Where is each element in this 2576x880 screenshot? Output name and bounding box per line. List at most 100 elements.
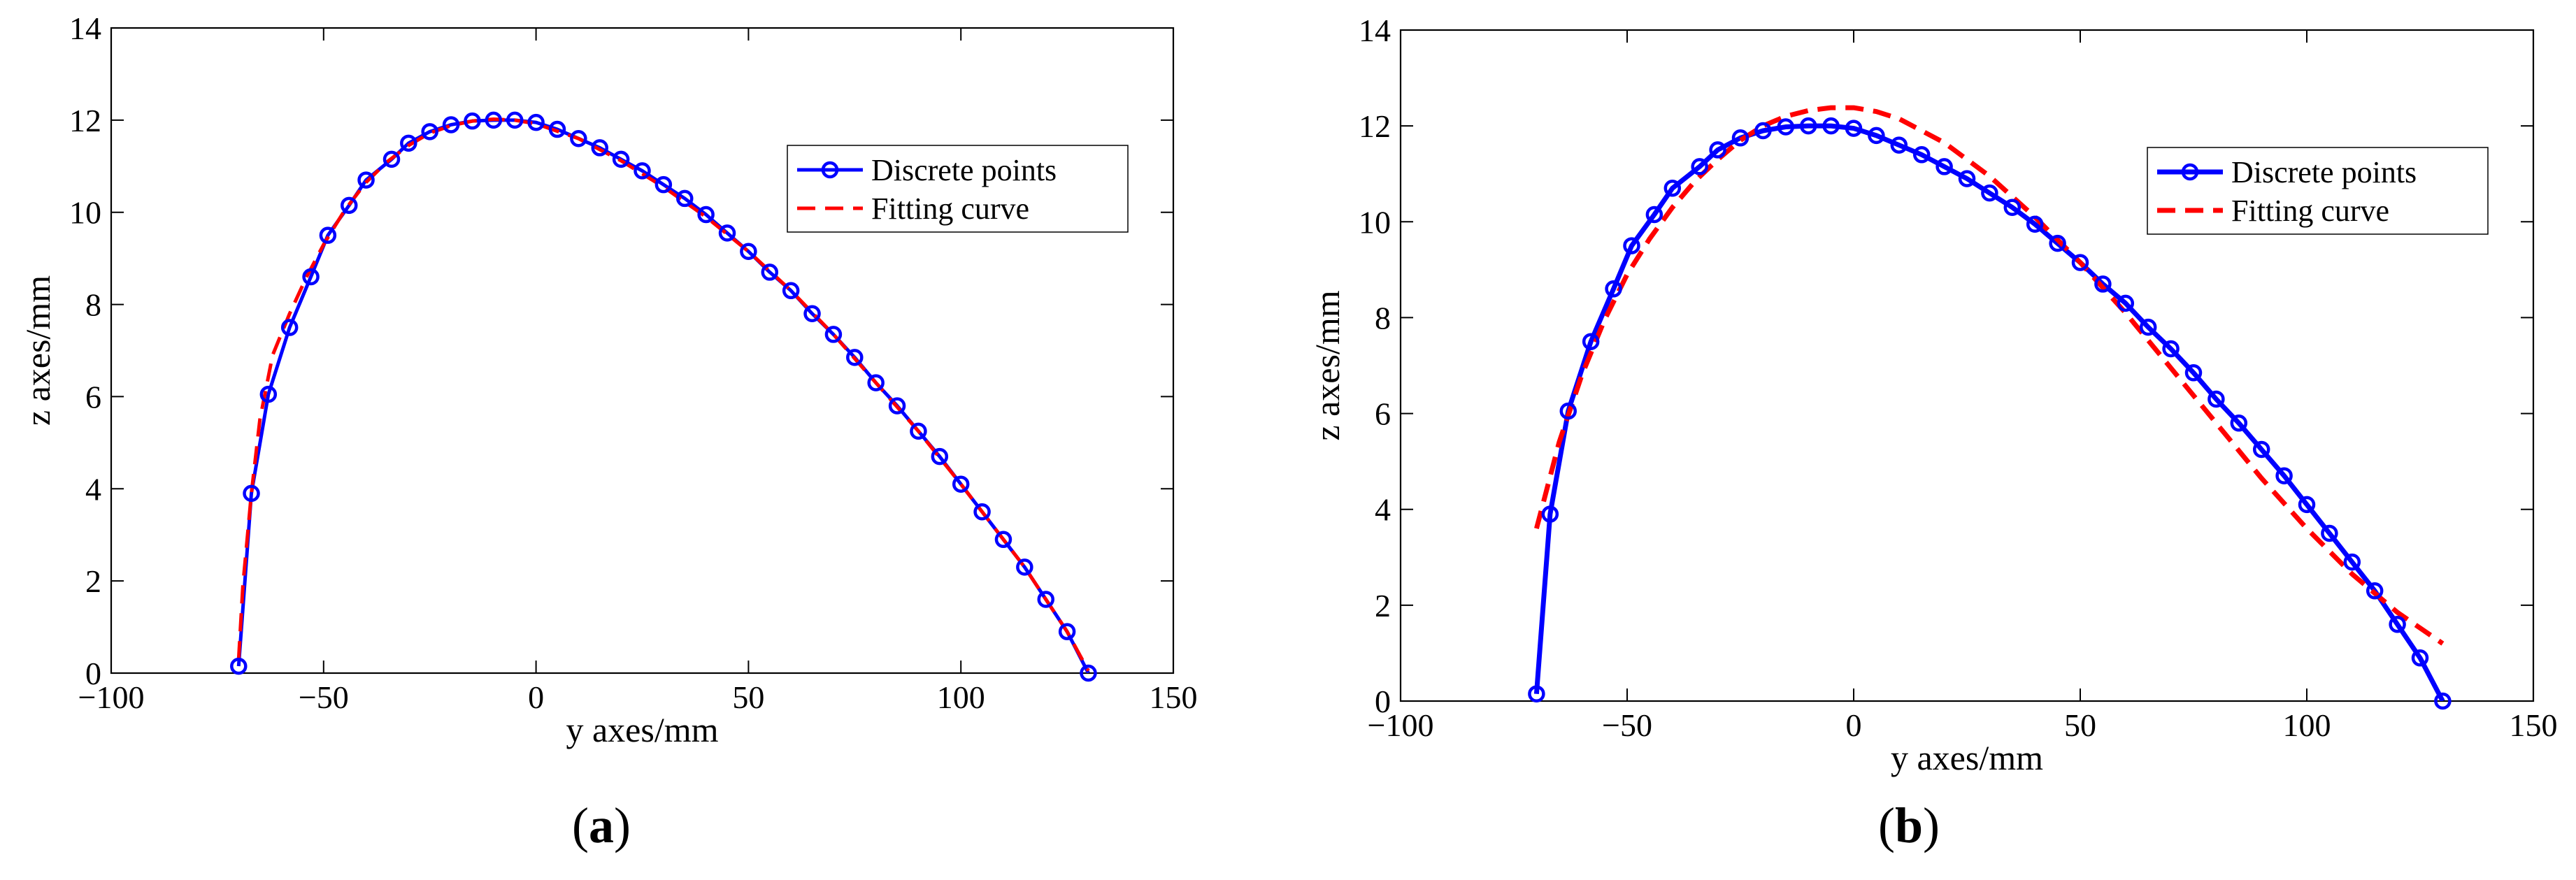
data-point-marker (506, 111, 524, 129)
data-point-marker (570, 129, 587, 147)
y-tick-label: 2 (85, 563, 101, 599)
data-point-marker (302, 268, 320, 286)
data-point-marker (2184, 364, 2203, 382)
data-point-marker (2071, 254, 2089, 271)
data-point-marker (612, 150, 630, 168)
legend-label-fitting-curve: Fitting curve (2231, 194, 2389, 228)
y-tick-label: 12 (1359, 108, 1391, 144)
data-point-marker (2389, 616, 2406, 633)
data-point-marker (1541, 505, 1559, 523)
data-point-marker (676, 189, 694, 208)
data-point-marker (718, 224, 736, 242)
series-line-fitting-curve (236, 117, 1090, 672)
data-point-marker (400, 134, 417, 152)
data-point-marker (973, 503, 991, 521)
data-point-marker (591, 139, 608, 157)
y-axis-label: z axes/mm (1308, 290, 1347, 440)
data-point-marker (1058, 623, 1076, 640)
x-tick-label: 0 (528, 679, 544, 715)
data-point-marker (867, 374, 885, 391)
panel-label-letter: a (589, 798, 614, 853)
data-point-marker (2252, 440, 2270, 459)
panel-label-close: ) (614, 798, 631, 853)
panel-label: (a) (572, 798, 631, 853)
data-point-marker (2230, 414, 2248, 432)
data-point-marker (1868, 127, 1885, 145)
data-point-marker (1822, 117, 1840, 135)
data-point-marker (1845, 120, 1863, 137)
data-point-marker (1623, 237, 1640, 254)
data-point-marker (1582, 333, 1600, 350)
legend-label-discrete-points: Discrete points (2231, 155, 2417, 189)
data-point-marker (382, 150, 401, 168)
data-point-marker (442, 116, 460, 134)
data-point-marker (2162, 340, 2180, 358)
data-point-marker (243, 484, 260, 503)
data-point-marker (782, 282, 800, 300)
x-tick-label: 100 (937, 679, 985, 715)
series-line-fitting-curve (1534, 105, 2445, 646)
y-tick-label: 4 (85, 471, 101, 507)
y-tick-label: 6 (85, 379, 101, 414)
panel-label-open: ( (1878, 798, 1895, 853)
y-tick-label: 12 (69, 103, 101, 138)
data-point-marker (1663, 180, 1682, 197)
data-point-marker (2275, 467, 2293, 484)
data-point-marker (824, 326, 843, 343)
axes-box (1399, 29, 2535, 702)
data-point-marker (485, 111, 503, 129)
data-point-marker (319, 226, 337, 244)
data-point-marker (1754, 122, 1772, 140)
y-tick-label: 14 (69, 10, 101, 46)
data-point-marker (2298, 496, 2316, 514)
data-point-marker (1037, 591, 1054, 608)
data-point-marker (280, 319, 299, 336)
legend: Discrete points Fitting curve (787, 145, 1129, 233)
data-point-marker (910, 422, 927, 440)
legend-box (787, 145, 1129, 233)
panel-label: (b) (1878, 798, 1940, 853)
data-point-marker (803, 305, 821, 323)
chart-panel-b: −100 −50 0 50 100 150 0 2 4 6 8 10 12 14 y axes/mm z ax… (1308, 13, 2558, 853)
data-point-marker (1890, 136, 1908, 154)
data-point-marker (2049, 234, 2066, 252)
data-point-marker (1691, 158, 1708, 175)
data-point-marker (2366, 582, 2384, 600)
data-point-marker (2411, 649, 2429, 667)
data-point-marker (994, 531, 1012, 549)
legend-marker-discrete-points (821, 161, 839, 179)
data-point-marker (2094, 275, 2112, 293)
panel-label-letter: b (1895, 798, 1923, 853)
x-tick-label: 100 (2283, 707, 2331, 743)
data-point-marker (1645, 205, 1663, 224)
x-tick-label: 50 (2064, 707, 2096, 743)
data-point-marker (2434, 692, 2452, 710)
x-tick-label: 150 (2510, 707, 2558, 743)
data-point-marker (1912, 146, 1931, 164)
data-point-marker (357, 171, 375, 189)
data-point-marker (761, 264, 779, 281)
data-point-marker (1731, 129, 1749, 147)
y-tick-label: 10 (1359, 204, 1391, 240)
data-point-marker (888, 397, 906, 414)
x-axis-label: y axes/mm (1891, 738, 2043, 777)
data-point-marker (1981, 184, 1998, 202)
axes-box (110, 27, 1175, 675)
y-tick-label: 4 (1375, 492, 1391, 528)
y-tick-label: 0 (1375, 684, 1391, 719)
data-point-marker (634, 162, 651, 180)
legend-marker-discrete-points (2181, 163, 2199, 181)
data-point-marker (230, 657, 248, 675)
data-point-marker (697, 205, 715, 224)
panel-label-close: ) (1923, 798, 1940, 853)
data-point-marker (421, 123, 438, 140)
data-point-marker (1935, 158, 1953, 175)
y-tick-label: 10 (69, 195, 101, 231)
data-point-marker (1016, 558, 1033, 576)
data-point-marker (1799, 117, 1817, 135)
x-axis-label: y axes/mm (566, 710, 718, 749)
x-tick-label: −100 (1368, 707, 1434, 743)
data-point-marker (1080, 664, 1097, 682)
y-tick-label: 14 (1359, 13, 1391, 48)
data-point-marker (2117, 294, 2135, 312)
